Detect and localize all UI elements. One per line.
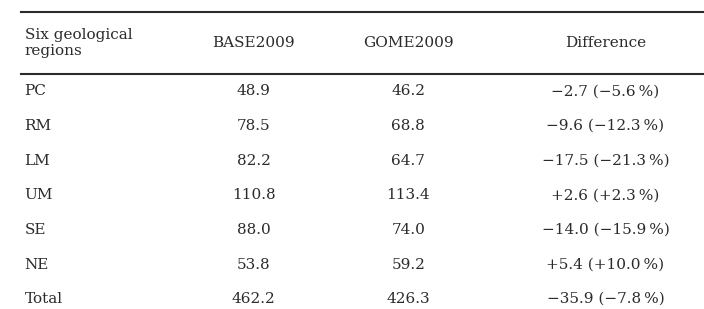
- Text: PC: PC: [25, 84, 46, 99]
- Text: 74.0: 74.0: [391, 223, 425, 237]
- Text: −14.0 (−15.9 %): −14.0 (−15.9 %): [541, 223, 670, 237]
- Text: 78.5: 78.5: [237, 119, 270, 133]
- Text: Total: Total: [25, 292, 63, 306]
- Text: +5.4 (+10.0 %): +5.4 (+10.0 %): [546, 257, 665, 272]
- Text: −2.7 (−5.6 %): −2.7 (−5.6 %): [551, 84, 660, 99]
- Text: 46.2: 46.2: [391, 84, 425, 99]
- Text: 113.4: 113.4: [386, 188, 430, 202]
- Text: LM: LM: [25, 154, 51, 168]
- Text: 426.3: 426.3: [386, 292, 430, 306]
- Text: BASE2009: BASE2009: [212, 36, 295, 50]
- Text: 82.2: 82.2: [237, 154, 270, 168]
- Text: 64.7: 64.7: [391, 154, 425, 168]
- Text: RM: RM: [25, 119, 52, 133]
- Text: SE: SE: [25, 223, 46, 237]
- Text: UM: UM: [25, 188, 53, 202]
- Text: 462.2: 462.2: [232, 292, 275, 306]
- Text: −35.9 (−7.8 %): −35.9 (−7.8 %): [546, 292, 665, 306]
- Text: 88.0: 88.0: [237, 223, 270, 237]
- Text: 110.8: 110.8: [232, 188, 275, 202]
- Text: NE: NE: [25, 257, 49, 272]
- Text: +2.6 (+2.3 %): +2.6 (+2.3 %): [551, 188, 660, 202]
- Text: 48.9: 48.9: [237, 84, 270, 99]
- Text: Six geological
regions: Six geological regions: [25, 28, 132, 58]
- Text: 59.2: 59.2: [391, 257, 425, 272]
- Text: GOME2009: GOME2009: [363, 36, 453, 50]
- Text: −17.5 (−21.3 %): −17.5 (−21.3 %): [541, 154, 670, 168]
- Text: Difference: Difference: [565, 36, 646, 50]
- Text: 68.8: 68.8: [391, 119, 425, 133]
- Text: −9.6 (−12.3 %): −9.6 (−12.3 %): [546, 119, 665, 133]
- Text: 53.8: 53.8: [237, 257, 270, 272]
